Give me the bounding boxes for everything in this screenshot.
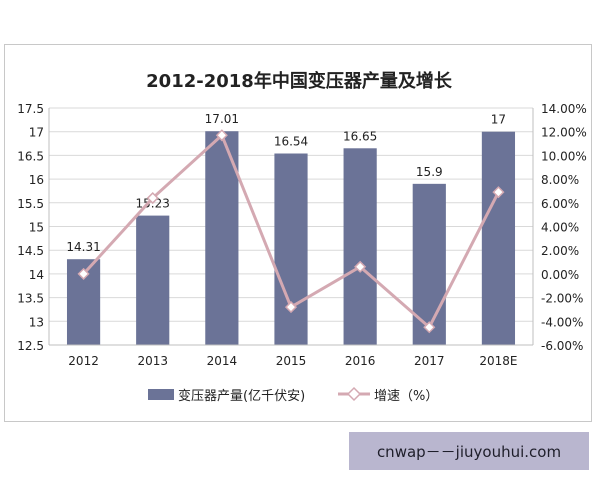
y-left-tick-label: 12.5 xyxy=(17,339,44,353)
x-tick-label: 2016 xyxy=(345,354,376,368)
bar xyxy=(343,148,377,345)
legend-line-label: 增速（%） xyxy=(374,389,438,404)
growth-point-marker xyxy=(284,301,298,314)
y-right-tick-label: 8.00% xyxy=(541,173,579,187)
bar xyxy=(481,131,516,345)
bar xyxy=(205,131,239,345)
y-right-tick-label: 2.00% xyxy=(541,244,579,258)
y-right-tick-label: -2.00% xyxy=(541,292,583,306)
x-tick-label: 2015 xyxy=(276,354,307,368)
bar-data-label: 17.01 xyxy=(205,112,239,126)
bar xyxy=(136,215,170,345)
bar xyxy=(274,153,308,345)
y-right-tick-label: -4.00% xyxy=(541,315,583,329)
growth-point-marker xyxy=(77,267,90,280)
y-right-tick-label: 6.00% xyxy=(541,197,579,211)
chart-svg: 2012-2018年中国变压器产量及增长 14.3115.2317.0116.5… xyxy=(17,70,586,404)
growth-point-marker xyxy=(146,191,159,205)
x-tick-label: 2013 xyxy=(137,354,168,368)
bar-data-label: 17 xyxy=(491,113,506,127)
legend-line-marker xyxy=(346,386,362,402)
y-right-tick-label: 14.00% xyxy=(541,102,587,116)
y-left-tick-label: 16 xyxy=(29,173,44,187)
y-left-tick-label: 13 xyxy=(29,315,44,329)
y-right-tick-label: 12.00% xyxy=(541,126,587,140)
y-left-tick-label: 16.5 xyxy=(17,149,44,163)
growth-point-marker xyxy=(215,129,228,142)
y-right-tick-label: 10.00% xyxy=(541,149,587,163)
y-left-tick-label: 14.5 xyxy=(17,244,44,258)
y-left-tick-label: 13.5 xyxy=(17,292,44,306)
legend-bar-label: 变压器产量(亿千伏安) xyxy=(178,388,305,404)
y-left-tick-label: 15.5 xyxy=(17,197,44,211)
x-tick-label: 2018E xyxy=(479,354,517,368)
chart-title: 2012-2018年中国变压器产量及增长 xyxy=(146,70,453,92)
bar-data-label: 16.54 xyxy=(274,135,308,149)
y-left-tick-label: 15 xyxy=(29,221,44,235)
growth-point-marker xyxy=(423,321,436,334)
bar-data-label: 14.31 xyxy=(66,240,100,254)
growth-point-marker xyxy=(354,260,367,273)
axes: 12.5 -6.00% 13 -4.00% 13.5 -2.00% 14 0.00% 14.5 2… xyxy=(17,102,586,368)
legend: 变压器产量(亿千伏安) 增速（%） xyxy=(148,386,438,404)
bar-data-label: 15.9 xyxy=(416,165,443,179)
x-tick-label: 2017 xyxy=(414,354,445,368)
growth-line-series xyxy=(77,129,505,334)
bar-data-label: 16.65 xyxy=(343,129,377,143)
y-left-tick-label: 14 xyxy=(29,268,44,282)
y-right-tick-label: 4.00% xyxy=(541,221,579,235)
y-left-tick-label: 17.5 xyxy=(17,102,44,116)
legend-bar-swatch xyxy=(148,389,174,400)
x-tick-label: 2012 xyxy=(68,354,99,368)
bar xyxy=(412,183,446,345)
x-tick-label: 2014 xyxy=(207,354,238,368)
watermark-banner: cnwap－－jiuyouhui.com xyxy=(349,432,589,470)
growth-point-marker xyxy=(492,186,505,199)
y-right-tick-label: 0.00% xyxy=(541,268,579,282)
y-left-tick-label: 17 xyxy=(29,126,44,140)
chart-frame: 2012-2018年中国变压器产量及增长 14.3115.2317.0116.5… xyxy=(4,44,592,422)
y-right-tick-label: -6.00% xyxy=(541,339,583,353)
